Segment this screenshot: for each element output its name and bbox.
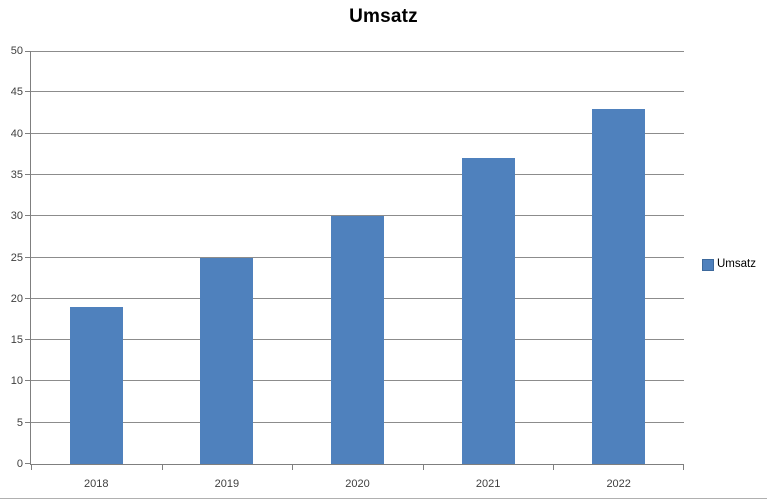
x-axis-label-2021: 2021 bbox=[475, 478, 501, 490]
bar-2018[interactable] bbox=[69, 307, 123, 464]
y-axis-tick bbox=[25, 133, 30, 134]
y-axis-tick bbox=[25, 215, 30, 216]
bar-2021[interactable] bbox=[461, 158, 515, 464]
x-axis-tick bbox=[683, 464, 684, 470]
legend-label: Umsatz bbox=[717, 258, 756, 270]
y-axis-label: 45 bbox=[10, 86, 23, 99]
y-axis-label: 35 bbox=[10, 168, 23, 181]
x-axis-tick bbox=[292, 464, 293, 470]
y-axis-label: 40 bbox=[10, 127, 23, 140]
y-axis-label: 20 bbox=[10, 292, 23, 305]
y-axis-label: 50 bbox=[10, 45, 23, 57]
y-axis-tick bbox=[25, 422, 30, 423]
gridline bbox=[31, 133, 684, 134]
gridline bbox=[31, 51, 684, 52]
plot-area[interactable]: 0 5 10 15 20 25 30 35 40 45 50 2018 2019 2020 2021 2022 bbox=[11, 45, 684, 490]
y-axis-label: 5 bbox=[16, 416, 23, 429]
chart-title: Umsatz bbox=[349, 6, 418, 27]
gridline bbox=[31, 91, 684, 92]
legend[interactable]: Umsatz bbox=[702, 258, 756, 271]
x-axis-label-2020: 2020 bbox=[345, 478, 370, 490]
y-axis-label: 15 bbox=[10, 334, 23, 347]
bar-2020[interactable] bbox=[331, 216, 384, 464]
y-axis-tick bbox=[25, 380, 30, 381]
x-axis-tick bbox=[31, 464, 32, 470]
bar-2019[interactable] bbox=[200, 257, 254, 464]
y-axis-tick bbox=[25, 463, 30, 464]
x-axis-tick bbox=[553, 464, 554, 470]
x-axis-label-2019: 2019 bbox=[214, 478, 240, 490]
bar-2022[interactable] bbox=[592, 108, 646, 464]
y-axis-label: 25 bbox=[10, 251, 23, 264]
y-axis-tick bbox=[25, 91, 30, 92]
y-axis-tick bbox=[25, 257, 30, 258]
x-axis-label-2022: 2022 bbox=[606, 478, 631, 490]
x-axis-label-2018: 2018 bbox=[84, 478, 109, 490]
y-axis-tick bbox=[25, 339, 30, 340]
legend-swatch-icon bbox=[702, 258, 714, 271]
x-axis-tick bbox=[423, 464, 424, 470]
y-axis-tick bbox=[25, 298, 30, 299]
gridline bbox=[31, 215, 684, 216]
y-axis-label: 10 bbox=[10, 375, 23, 388]
y-axis-tick bbox=[25, 174, 30, 175]
gridline bbox=[31, 174, 684, 175]
y-axis-tick bbox=[25, 51, 30, 52]
y-axis-label: 30 bbox=[10, 210, 23, 223]
x-axis-tick bbox=[162, 464, 163, 470]
y-axis-label: 0 bbox=[16, 458, 23, 470]
